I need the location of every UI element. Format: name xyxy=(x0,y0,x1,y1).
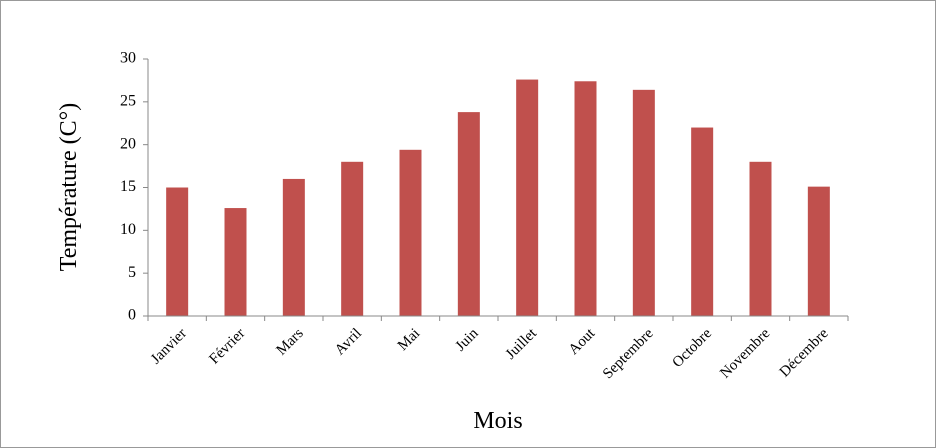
bar xyxy=(282,178,305,316)
y-tick-label: 20 xyxy=(120,135,136,152)
bar xyxy=(399,149,422,316)
bar xyxy=(341,161,364,316)
bar xyxy=(807,186,830,316)
y-axis-title: Température (C°) xyxy=(56,103,82,272)
y-tick-label: 0 xyxy=(128,307,136,324)
bar xyxy=(224,208,247,316)
bar xyxy=(516,79,539,316)
y-tick-label: 25 xyxy=(120,93,136,110)
x-axis-title: Mois xyxy=(473,408,522,434)
y-tick-label: 30 xyxy=(120,50,136,67)
bar xyxy=(166,187,189,316)
bar xyxy=(574,81,597,316)
bar xyxy=(749,161,772,316)
y-tick-label: 5 xyxy=(128,264,136,281)
y-tick-label: 15 xyxy=(120,178,136,195)
y-tick-label: 10 xyxy=(120,221,136,238)
bar xyxy=(632,89,655,316)
bar xyxy=(457,112,480,316)
bar xyxy=(691,127,714,317)
